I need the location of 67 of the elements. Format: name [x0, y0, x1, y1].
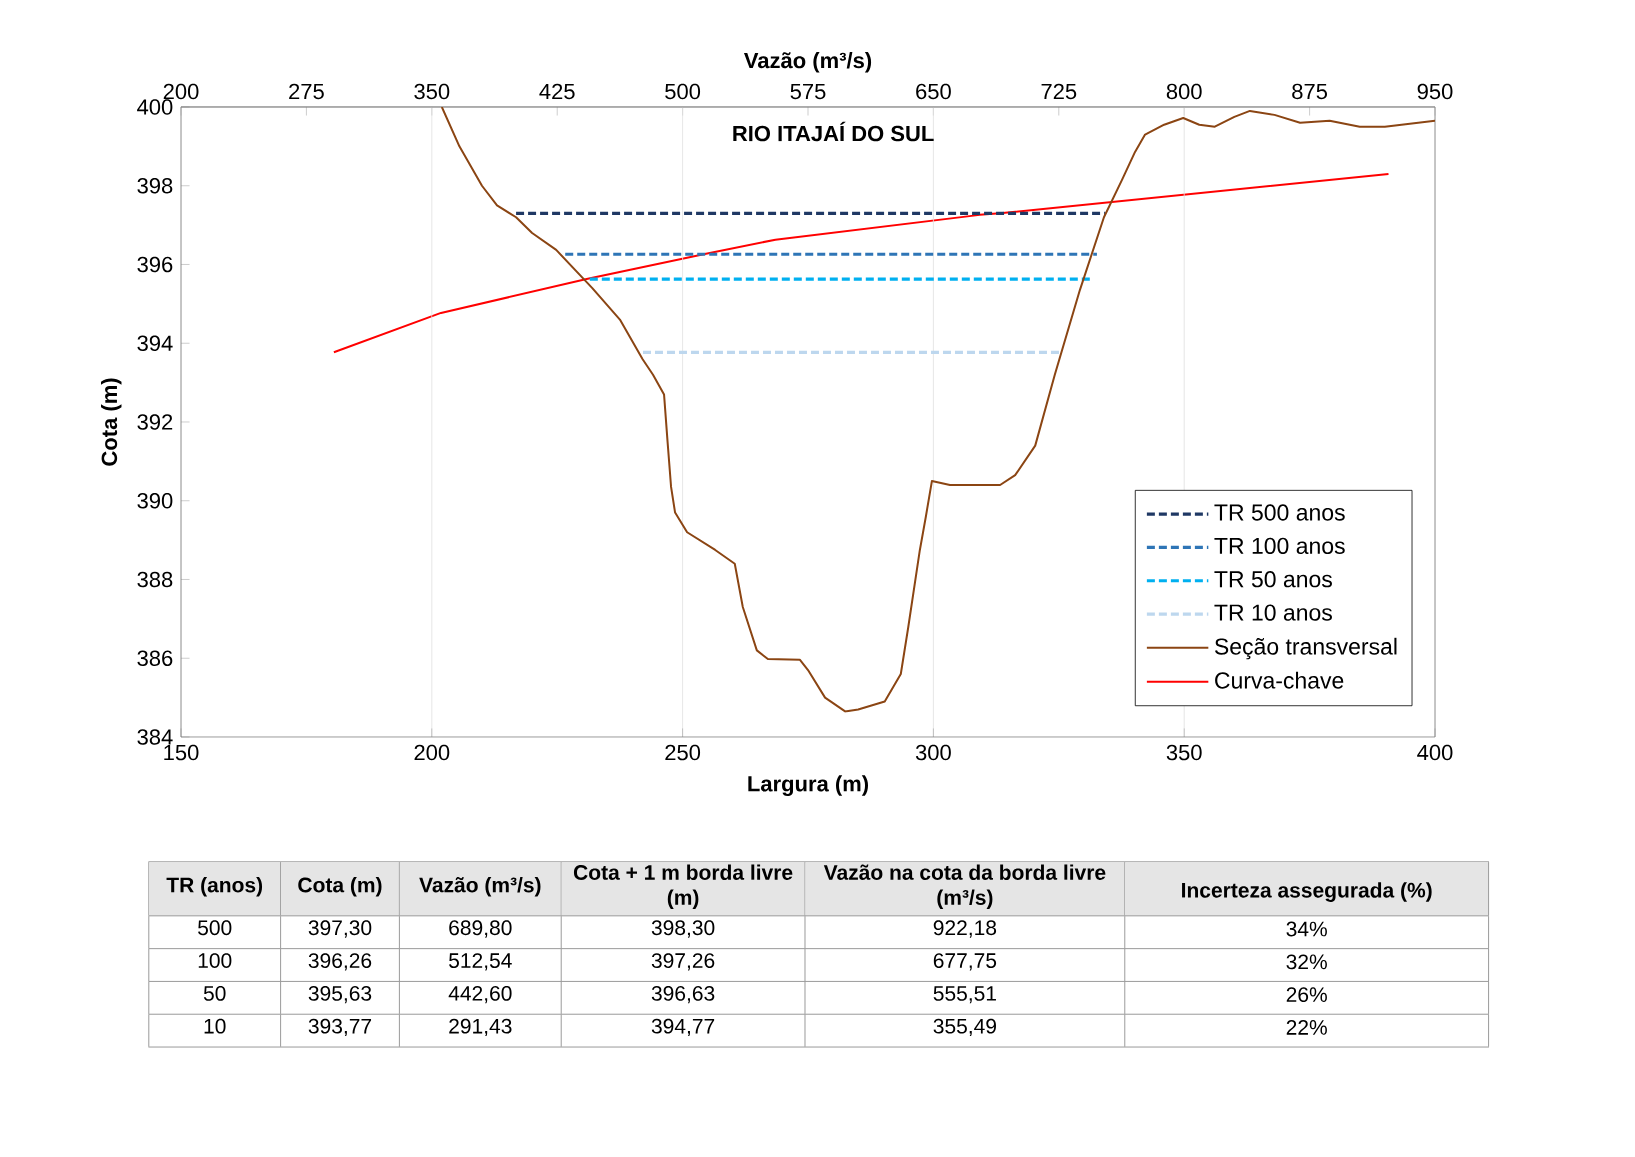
legend-label: TR 50 anos — [1214, 571, 1332, 588]
text: 555,51 — [933, 986, 996, 1004]
legend-label: TR 10 anos — [1214, 604, 1332, 621]
text: TR (anos) — [166, 876, 263, 897]
y-tick-label: 392 — [137, 414, 173, 430]
x-tick-label: 400 — [1417, 744, 1453, 761]
text: 512,54 — [449, 953, 512, 971]
x-tick-label: 250 — [665, 744, 701, 761]
text: 677,75 — [933, 953, 997, 971]
text: Vazão na cota da borda livre (m³/s) — [823, 864, 1106, 910]
x2-tick-label: 950 — [1417, 83, 1453, 100]
text: 34% — [1286, 921, 1327, 937]
x2-axis-title: Vazão (m³/s) — [743, 52, 872, 73]
text: Cota + 1 m borda livre (m) — [573, 864, 793, 910]
y-tick-label: 398 — [137, 177, 173, 194]
text: Vazão (m³/s) — [419, 876, 541, 897]
text: 397,26 — [651, 953, 715, 971]
y-tick-label: 384 — [137, 729, 173, 745]
x2-tick-label: 425 — [539, 83, 575, 100]
text: 394,77 — [651, 1018, 715, 1037]
x-tick-label: 300 — [915, 744, 951, 761]
text: 398,30 — [651, 920, 715, 938]
text: 396,26 — [308, 953, 372, 971]
text: 22% — [1286, 1019, 1327, 1035]
y-tick-label: 386 — [137, 650, 173, 667]
legend-label: TR 100 anos — [1214, 537, 1345, 554]
text: RIO ITAJAÍ DO SUL — [733, 121, 934, 142]
y-axis-title: Cota (m) — [101, 378, 122, 466]
text: 396,63 — [651, 985, 715, 1004]
x2-tick-label: 350 — [414, 83, 450, 100]
x2-tick-label: 800 — [1166, 83, 1202, 100]
x2-tick-label: 575 — [790, 83, 826, 100]
text: 26% — [1286, 987, 1327, 1003]
legend-label: TR 500 anos — [1214, 504, 1345, 521]
y-tick-label: 396 — [137, 256, 173, 273]
y-tick-label: 388 — [137, 571, 173, 588]
legend-label: Seção transversal — [1214, 637, 1397, 660]
y-tick-label: 390 — [137, 492, 173, 509]
text: 922,18 — [933, 920, 997, 938]
x2-tick-label: 875 — [1292, 83, 1328, 100]
text: 500 — [198, 920, 232, 936]
text: 395,63 — [308, 985, 372, 1004]
text: 32% — [1286, 954, 1327, 970]
x2-tick-label: 725 — [1041, 83, 1077, 100]
text: 50 — [203, 985, 226, 1001]
x2-tick-label: 200 — [163, 83, 199, 100]
x-tick-label: 200 — [414, 744, 450, 761]
x-tick-label: 350 — [1166, 744, 1202, 761]
text: 100 — [198, 953, 232, 968]
text: 291,43 — [449, 1018, 512, 1037]
x-axis-title: Largura (m) — [748, 775, 869, 796]
y-tick-label: 400 — [137, 99, 173, 115]
text: 689,80 — [449, 920, 512, 938]
text: Cota (m) — [298, 876, 382, 897]
x-tick-label: 150 — [164, 744, 199, 761]
y-tick-label: 394 — [137, 335, 173, 352]
x2-tick-label: 275 — [289, 83, 324, 100]
text: Incerteza assegurada (%) — [1182, 882, 1432, 902]
text: 397,30 — [308, 920, 372, 938]
x2-tick-label: 500 — [665, 83, 701, 100]
text: 10 — [204, 1018, 226, 1034]
legend-label: Curva-chave — [1215, 671, 1344, 689]
text: 355,49 — [933, 1018, 996, 1037]
text: 393,77 — [308, 1018, 372, 1037]
line-series — [440, 106, 1435, 713]
x2-tick-label: 650 — [916, 83, 951, 100]
text: 442,60 — [448, 985, 512, 1004]
